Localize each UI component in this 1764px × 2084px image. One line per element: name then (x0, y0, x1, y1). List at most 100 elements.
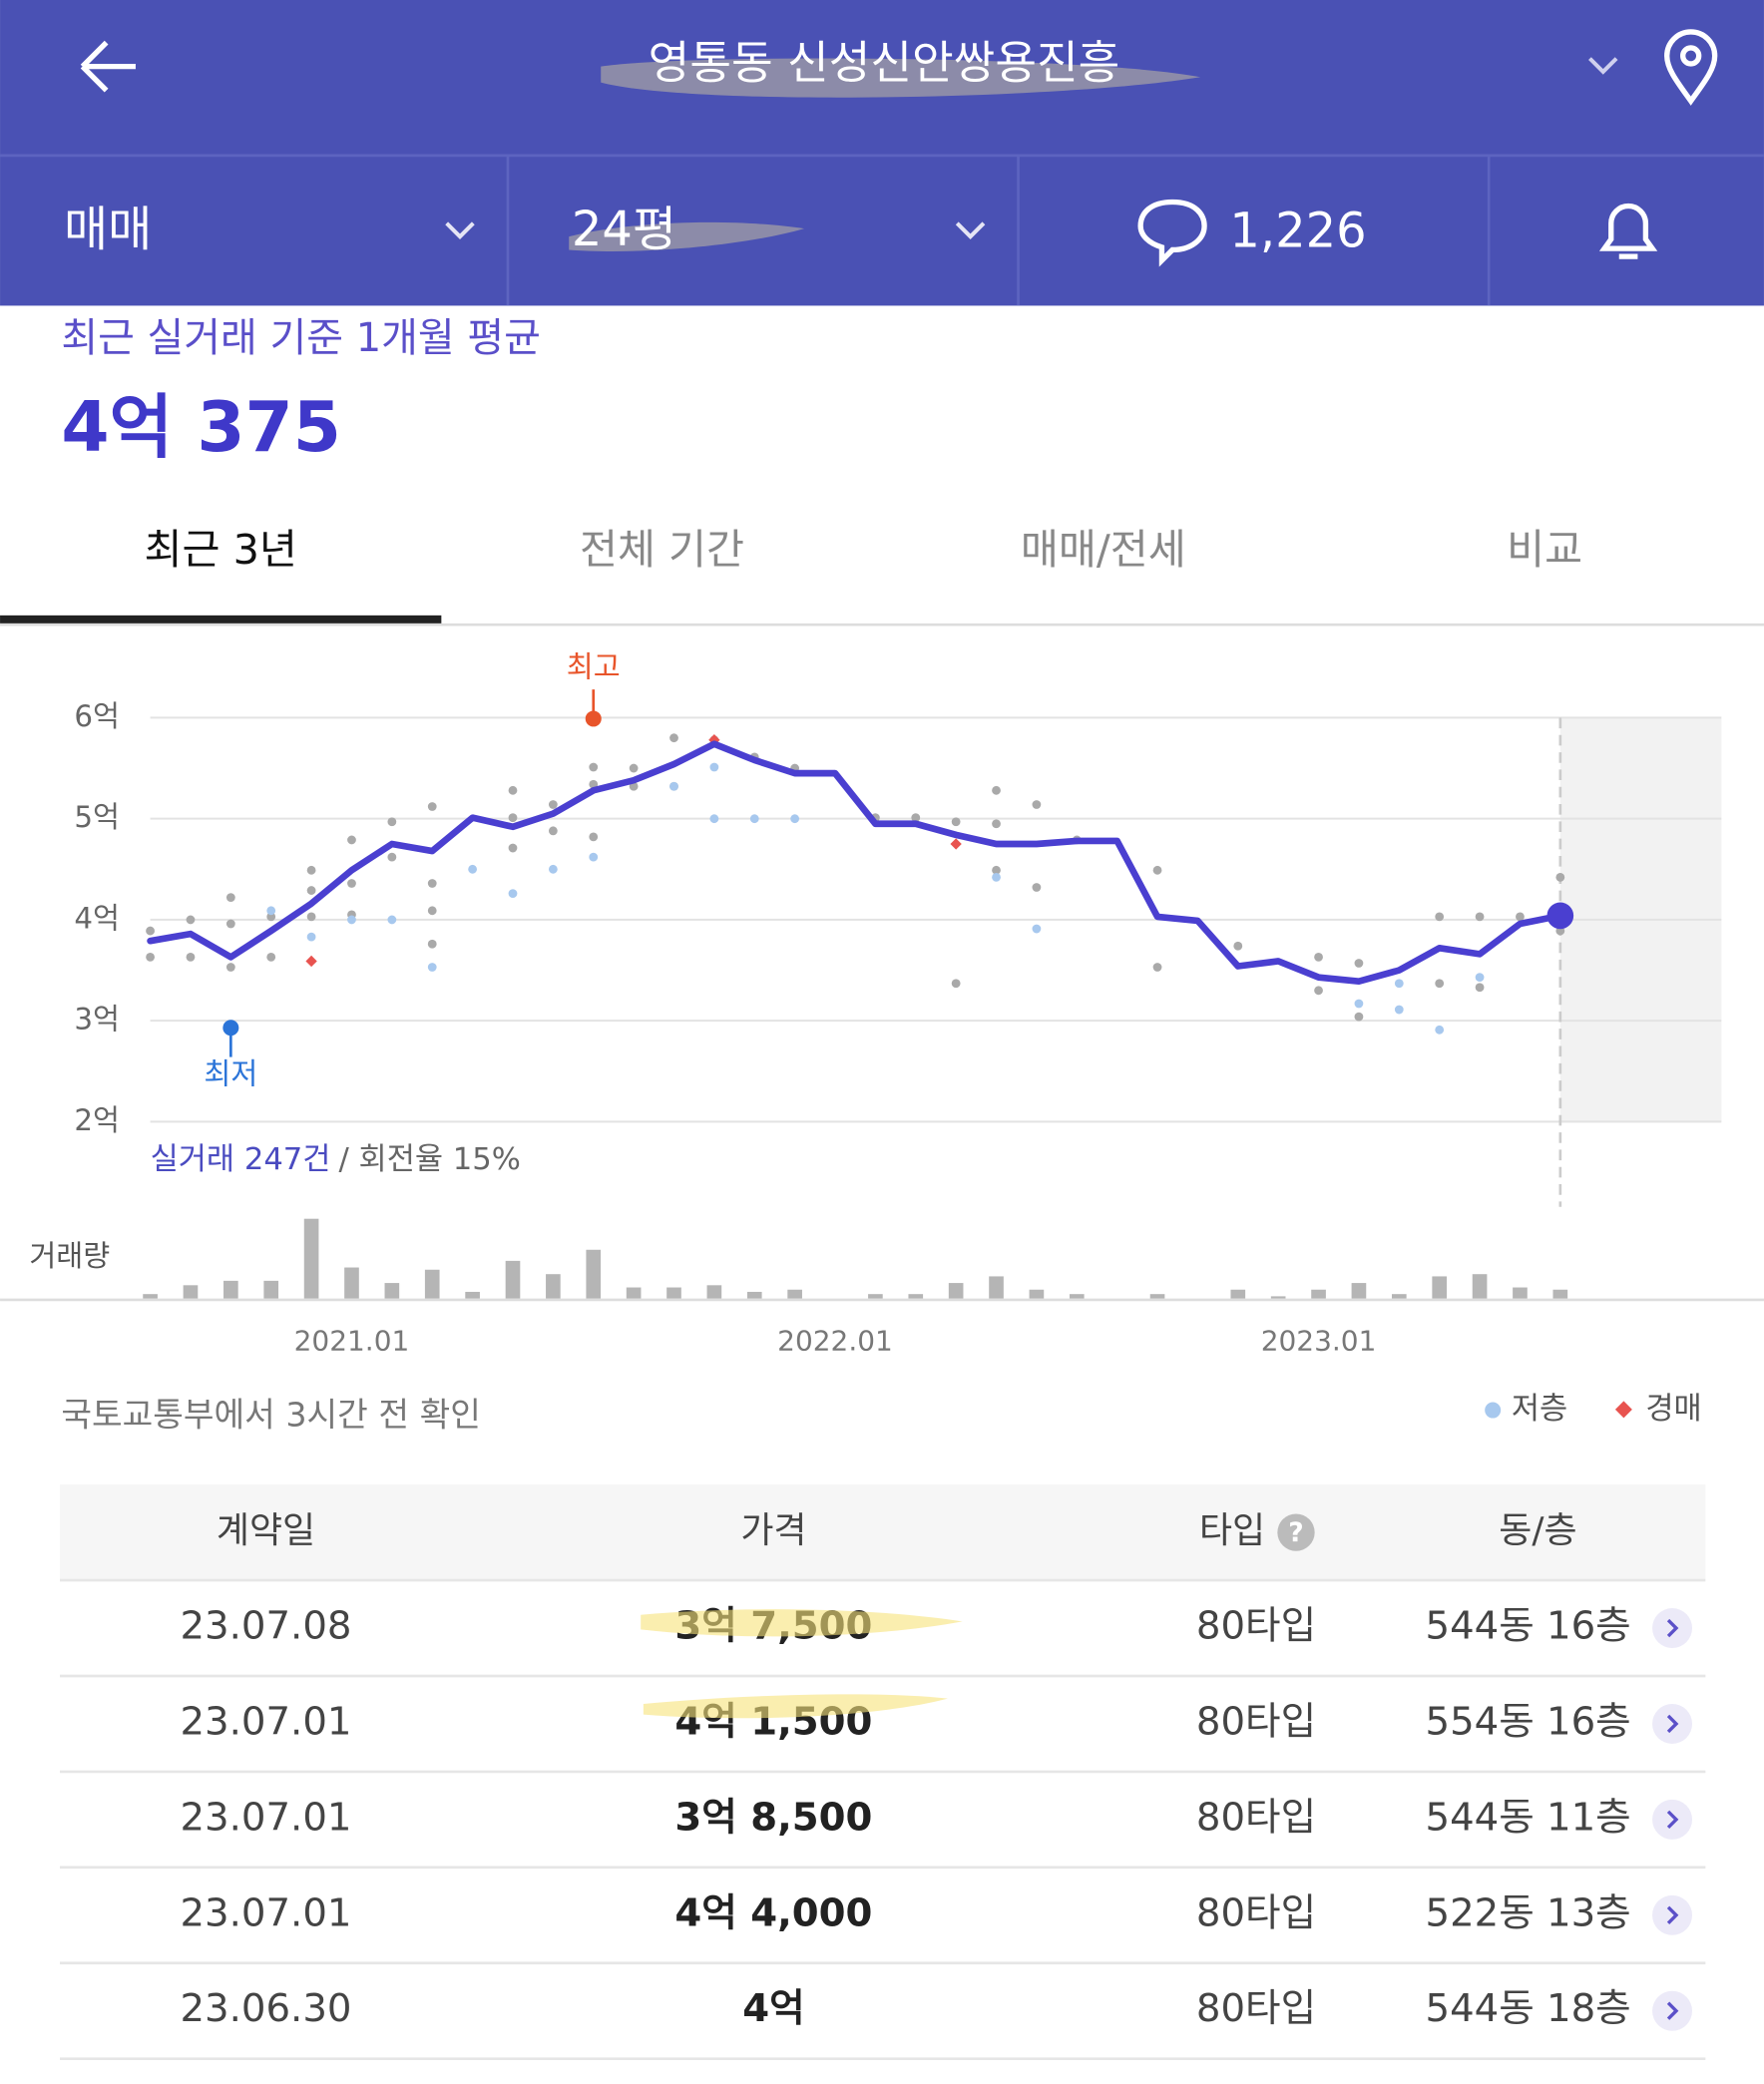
y-tick-label: 6억 (74, 699, 120, 733)
size-select[interactable]: 24평 (572, 202, 676, 257)
dropdown-icon[interactable] (955, 221, 986, 239)
location-icon[interactable] (1664, 29, 1718, 106)
cell[interactable]: 554동 16층 (1426, 1699, 1631, 1744)
volume-bar (1552, 1289, 1568, 1299)
transaction-dot (266, 952, 276, 962)
transaction-dot (992, 865, 1001, 875)
location-icon-dot (1680, 45, 1702, 67)
low-floor-dot (387, 915, 397, 925)
comment-count[interactable]: 1,226 (1229, 203, 1366, 258)
row-detail-icon (1666, 1714, 1679, 1734)
low-marker (222, 1020, 239, 1037)
cell[interactable]: 544동 16층 (1426, 1604, 1631, 1649)
current-point (1546, 902, 1574, 930)
summary-price: 4억 375 (61, 388, 341, 468)
transaction-dot (1032, 883, 1042, 892)
transaction-dot (427, 802, 437, 811)
trade-select[interactable]: 매매 (64, 202, 152, 257)
cell: 23.06.30 (180, 1986, 351, 2031)
transaction-dot (911, 813, 921, 823)
low-floor-dot (709, 814, 719, 824)
low-floor-dot (306, 932, 316, 942)
column-header: 가격 (740, 1510, 806, 1551)
cell: 80타입 (1196, 1795, 1316, 1840)
dropdown-icon[interactable] (445, 221, 475, 239)
high-label: 최고 (567, 649, 621, 683)
x-tick-label: 2022.01 (777, 1325, 893, 1358)
turnover: / 회전율 15% (338, 1142, 520, 1177)
cell[interactable]: 522동 13층 (1426, 1890, 1631, 1935)
volume-label: 거래량 (29, 1239, 110, 1273)
transaction-dot (146, 952, 155, 962)
scribble (601, 58, 1201, 98)
cell[interactable]: 544동 11층 (1426, 1795, 1631, 1840)
row-detail-button[interactable] (1652, 1894, 1693, 1935)
transaction-dot (347, 879, 356, 888)
volume-bar (263, 1280, 279, 1299)
transaction-dot (548, 826, 558, 836)
row-detail-button[interactable] (1652, 1608, 1693, 1649)
transaction-dot (1152, 865, 1162, 875)
low-floor-dot (1354, 999, 1364, 1009)
legend-swatch (1614, 1401, 1632, 1419)
help-icon-mark: ? (1288, 1517, 1303, 1548)
transaction-dot (951, 979, 961, 989)
transaction-dot (992, 785, 1001, 795)
tab[interactable]: 비교 (1507, 526, 1582, 574)
volume-bar (1270, 1296, 1286, 1299)
transaction-dot (266, 912, 276, 922)
transaction-dot (306, 865, 316, 875)
dropdown-icon[interactable] (1588, 57, 1618, 75)
low-floor-dot (790, 814, 800, 824)
volume-bar (1472, 1274, 1488, 1299)
help-icon[interactable] (1277, 1513, 1315, 1551)
volume-bar (546, 1274, 561, 1299)
row-detail-icon (1666, 1810, 1679, 1830)
volume-bar (1311, 1289, 1326, 1299)
transaction-dot (629, 763, 639, 773)
volume-bar (143, 1294, 158, 1299)
tab[interactable]: 최근 3년 (145, 526, 297, 574)
volume-bar (1391, 1294, 1407, 1299)
transaction-dot (1152, 963, 1162, 972)
tab[interactable]: 매매/전세 (1021, 526, 1186, 574)
low-label: 최저 (204, 1057, 257, 1091)
row-detail-button[interactable] (1652, 1799, 1693, 1840)
transaction-dot (951, 817, 961, 827)
transaction-dot (427, 879, 437, 888)
volume-bar (1029, 1289, 1045, 1299)
source-note: 국토교통부에서 3시간 전 확인 (61, 1396, 481, 1435)
transaction-dot (1032, 800, 1042, 809)
transaction-dot (1475, 912, 1485, 922)
transaction-dot (427, 939, 437, 949)
volume-bar (223, 1280, 238, 1299)
transaction-dot (669, 733, 678, 743)
low-floor-dot (589, 852, 599, 862)
row-detail-button[interactable] (1652, 1990, 1693, 2031)
tab[interactable]: 전체 기간 (580, 526, 744, 574)
low-floor-dot (468, 864, 478, 874)
transaction-dot (589, 832, 599, 842)
cell[interactable]: 544동 18층 (1426, 1986, 1631, 2031)
bell-icon[interactable] (1598, 203, 1658, 259)
volume-bar (1230, 1289, 1246, 1299)
highlight (643, 1694, 948, 1719)
volume-bar (586, 1249, 602, 1299)
row-detail-icon (1666, 2001, 1679, 2020)
transaction-dot (992, 819, 1001, 829)
low-floor-dot (548, 864, 558, 874)
back-button[interactable] (80, 40, 136, 93)
volume-bar (1432, 1276, 1448, 1299)
transaction-dot (1435, 912, 1445, 922)
transaction-dot (508, 813, 518, 823)
volume-bar (746, 1291, 762, 1299)
row-detail-button[interactable] (1652, 1703, 1693, 1744)
cell: 4억 (742, 1986, 804, 2031)
low-floor-dot (347, 915, 356, 925)
comment-icon[interactable] (1137, 199, 1207, 267)
stats: 실거래 247건 / 회전율 15% (151, 1142, 521, 1177)
row-detail-icon (1666, 1618, 1679, 1638)
apartment-title[interactable]: 영통동 신성신안쌍용진흥 (649, 37, 1120, 90)
